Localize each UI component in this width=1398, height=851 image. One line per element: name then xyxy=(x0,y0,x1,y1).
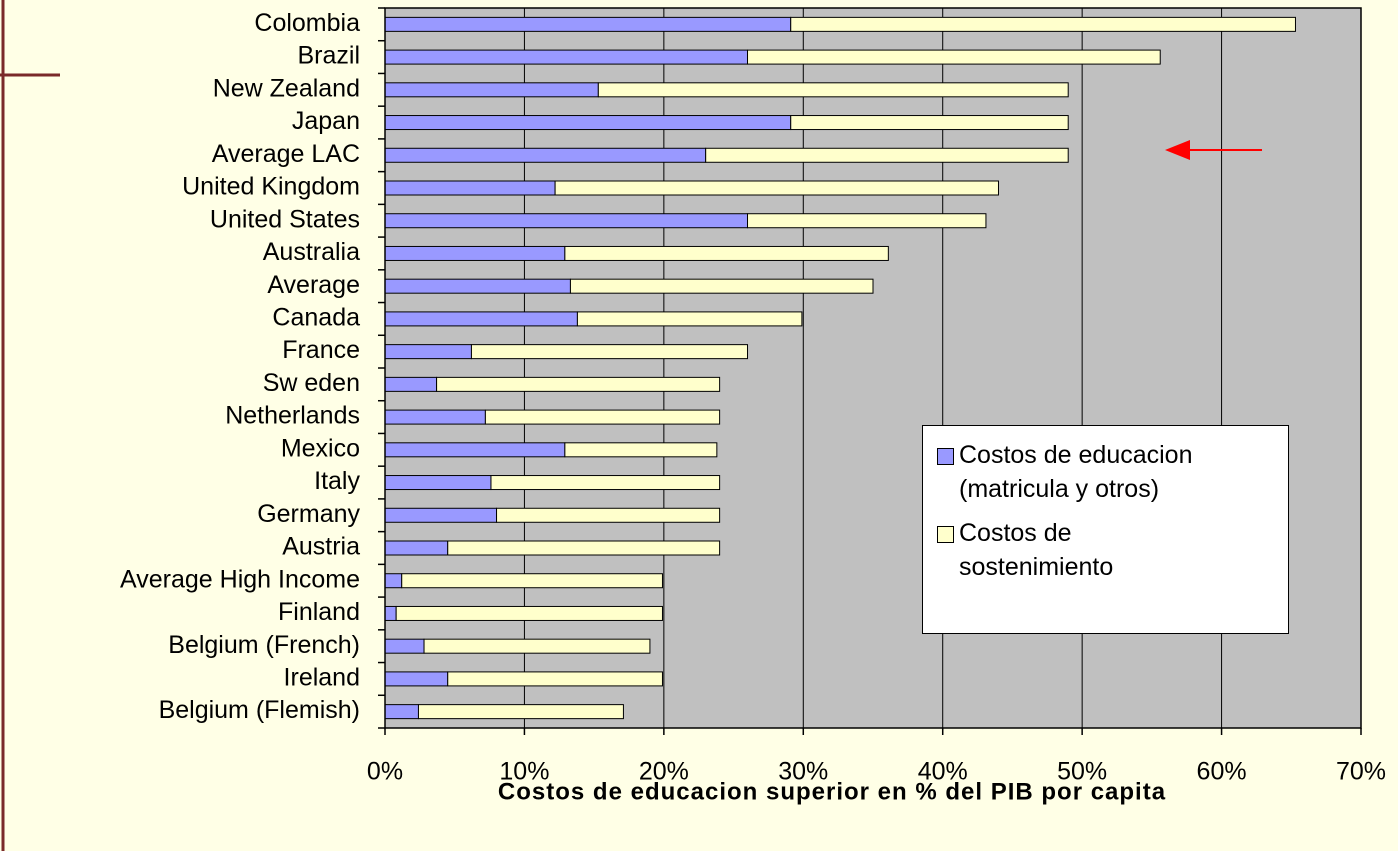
bar-segment xyxy=(447,671,663,687)
y-tick-label: Canada xyxy=(272,304,360,332)
bar-segment xyxy=(384,605,397,621)
y-tick-label: Average High Income xyxy=(120,565,360,593)
bar-segment xyxy=(790,115,1069,131)
legend-label: Costos de sostenimiento xyxy=(959,519,1114,581)
y-tick-label: Colombia xyxy=(254,9,360,37)
x-tick-label: 20% xyxy=(639,758,689,786)
bar-segment xyxy=(496,507,721,523)
bar-segment xyxy=(384,311,578,327)
bar-segment xyxy=(564,245,889,261)
bar-segment xyxy=(384,573,403,589)
y-tick-label: Sw eden xyxy=(263,369,360,397)
bar-segment xyxy=(384,540,449,556)
bar-segment xyxy=(597,82,1069,98)
y-tick-label: Finland xyxy=(278,598,360,626)
x-tick-label: 0% xyxy=(367,758,403,786)
bar-segment xyxy=(395,605,663,621)
bar-segment xyxy=(384,344,472,360)
bar-segment xyxy=(384,376,438,392)
bar-segment xyxy=(384,49,749,65)
y-tick-label: Ireland xyxy=(284,664,360,692)
bar-segment xyxy=(705,147,1069,163)
y-tick-label: Austria xyxy=(282,533,360,561)
y-tick-label: Brazil xyxy=(297,42,360,70)
bar-segment xyxy=(384,442,566,458)
x-tick-label: 60% xyxy=(1197,758,1247,786)
legend-swatch xyxy=(937,526,954,543)
bar-segment xyxy=(790,16,1296,32)
bar-segment xyxy=(447,540,721,556)
bar-segment xyxy=(436,376,721,392)
x-tick-label: 50% xyxy=(1057,758,1107,786)
bar-segment xyxy=(747,213,987,229)
bar-segment xyxy=(384,115,792,131)
legend-label: Costos de educacion (matricula y otros) xyxy=(959,441,1193,503)
y-tick-label: Average LAC xyxy=(212,140,360,168)
legend-item: Costos de sostenimiento xyxy=(937,516,1278,584)
bar-segment xyxy=(384,671,449,687)
arrow xyxy=(1165,140,1262,160)
x-tick-label: 10% xyxy=(499,758,549,786)
bar-segment xyxy=(417,704,624,720)
legend: Costos de educacion (matricula y otros) C… xyxy=(922,425,1289,634)
legend-item: Costos de educacion (matricula y otros) xyxy=(937,438,1278,506)
bar-segment xyxy=(384,82,599,98)
bar-segment xyxy=(470,344,749,360)
bar-segment xyxy=(384,278,571,294)
bar-segment xyxy=(747,49,1161,65)
bar-segment xyxy=(554,180,999,196)
bar-segment xyxy=(384,147,707,163)
x-tick-label: 70% xyxy=(1336,758,1386,786)
bar-segment xyxy=(384,409,486,425)
bar-segment xyxy=(423,638,651,654)
y-tick-label: Japan xyxy=(292,107,360,135)
y-tick-label: United Kingdom xyxy=(182,173,360,201)
bar-segment xyxy=(569,278,874,294)
legend-swatch xyxy=(937,448,954,465)
bar-segment xyxy=(401,573,663,589)
y-tick-label: Belgium (Flemish) xyxy=(159,696,360,724)
x-tick-label: 30% xyxy=(778,758,828,786)
bar-segment xyxy=(384,16,792,32)
bar-segment xyxy=(564,442,718,458)
bar-segment xyxy=(384,638,425,654)
x-tick-label: 40% xyxy=(918,758,968,786)
bar-segment xyxy=(490,475,721,491)
bar-segment xyxy=(384,180,556,196)
y-tick-label: Australia xyxy=(263,238,360,266)
y-tick-label: United States xyxy=(210,205,360,233)
y-tick-label: Mexico xyxy=(281,434,360,462)
y-tick-label: Italy xyxy=(314,467,360,495)
y-tick-label: France xyxy=(282,336,360,364)
bar-segment xyxy=(384,213,749,229)
bar-segment xyxy=(384,475,492,491)
y-tick-label: Average xyxy=(267,271,360,299)
y-tick-label: Belgium (French) xyxy=(168,631,360,659)
bar-segment xyxy=(576,311,803,327)
y-tick-label: Netherlands xyxy=(225,402,360,430)
y-tick-label: New Zealand xyxy=(213,74,360,102)
x-axis-title: Costos de educacion superior en % del PI… xyxy=(498,778,1166,805)
bar-segment xyxy=(384,245,566,261)
bar-segment xyxy=(484,409,721,425)
bar-segment xyxy=(384,704,419,720)
bar-segment xyxy=(384,507,498,523)
y-tick-label: Germany xyxy=(257,500,360,528)
